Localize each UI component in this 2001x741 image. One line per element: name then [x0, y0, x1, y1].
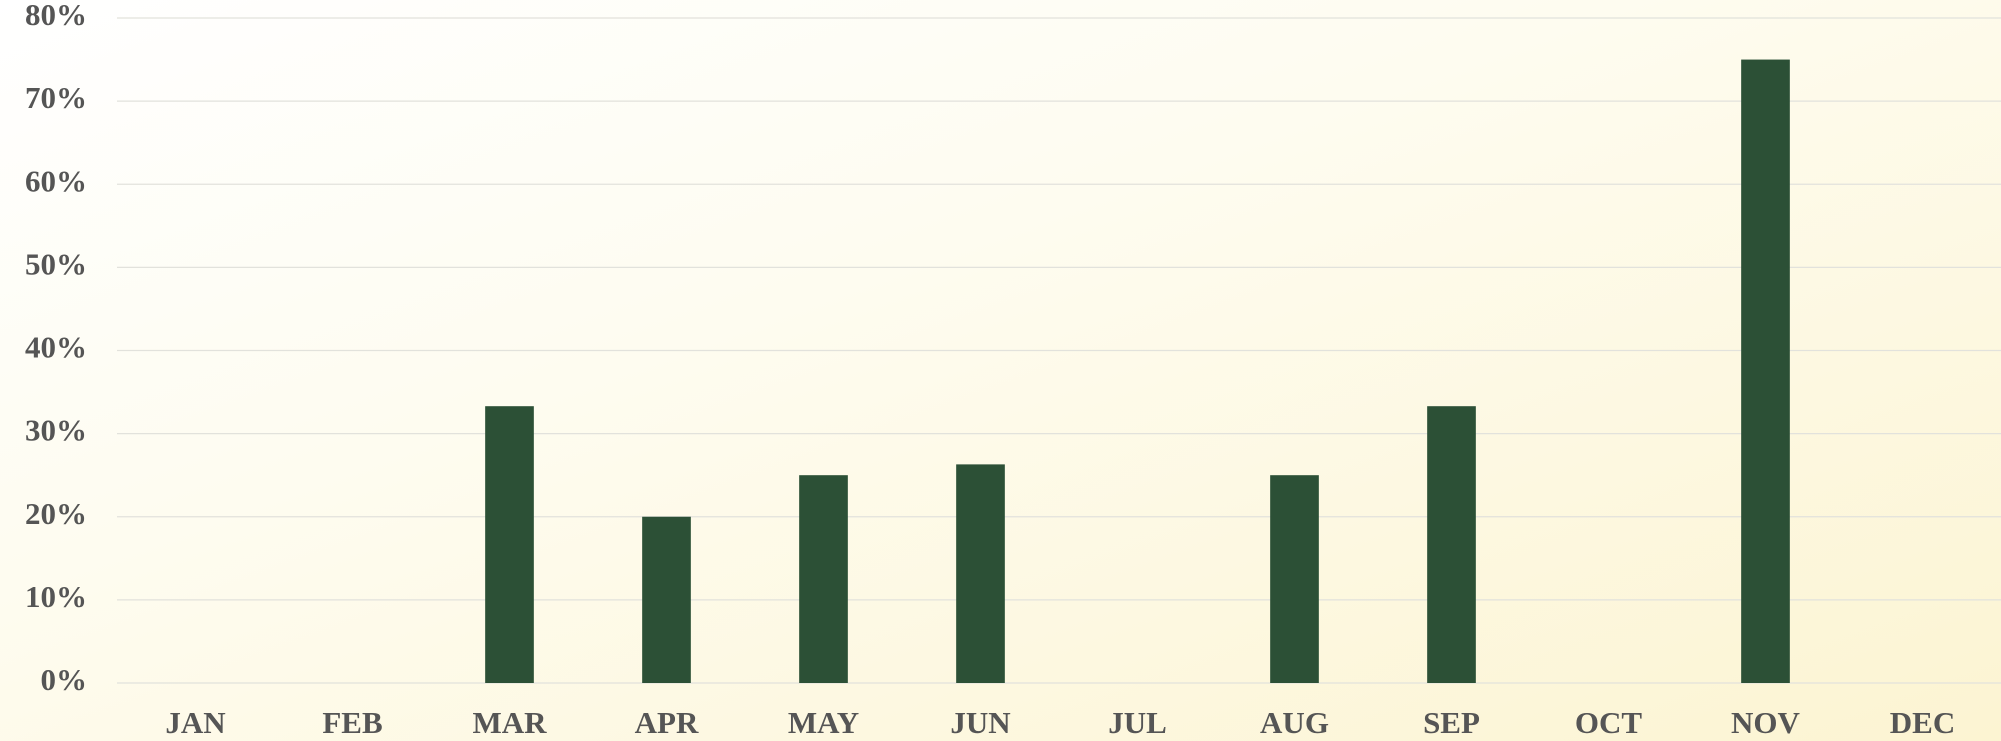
x-tick-label: JUL — [1108, 705, 1167, 740]
x-tick-label: MAY — [788, 705, 859, 740]
y-tick-label: 50% — [25, 246, 87, 281]
x-tick-label: JAN — [165, 705, 225, 740]
y-tick-label: 0% — [41, 662, 88, 697]
y-tick-label: 40% — [25, 330, 87, 365]
y-tick-label: 70% — [25, 80, 87, 115]
x-tick-label: DEC — [1890, 705, 1955, 740]
bar — [1427, 406, 1476, 683]
x-tick-label: MAR — [472, 705, 547, 740]
x-tick-label: JUN — [950, 705, 1010, 740]
bar — [799, 475, 848, 683]
x-tick-label: AUG — [1260, 705, 1329, 740]
y-tick-label: 20% — [25, 496, 87, 531]
bar — [956, 464, 1005, 683]
x-tick-label: NOV — [1731, 705, 1801, 740]
bar — [1741, 59, 1790, 683]
y-tick-label: 80% — [25, 0, 87, 32]
bar — [642, 516, 691, 683]
y-tick-label: 60% — [25, 163, 87, 198]
bar — [1270, 475, 1319, 683]
y-tick-label: 30% — [25, 413, 87, 448]
y-tick-label: 10% — [25, 579, 87, 614]
x-tick-label: SEP — [1423, 705, 1480, 740]
bar — [485, 406, 534, 683]
x-tick-label: APR — [635, 705, 699, 740]
x-tick-label: FEB — [322, 705, 382, 740]
x-tick-label: OCT — [1575, 705, 1643, 740]
